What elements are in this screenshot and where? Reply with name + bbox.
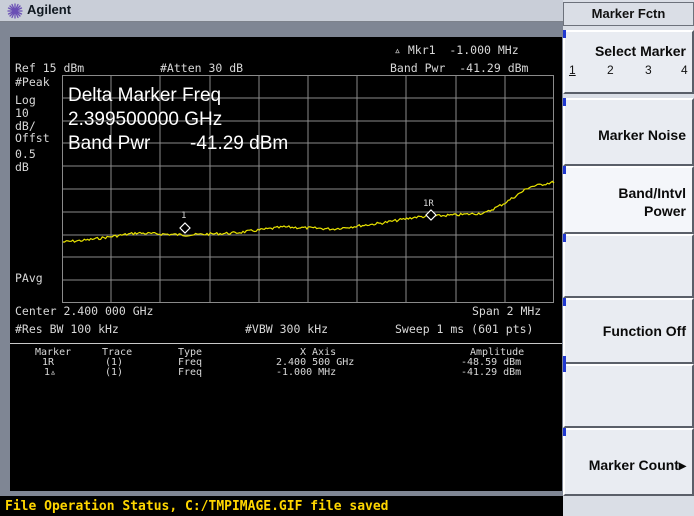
- table-row-1-marker: 1R: [42, 357, 55, 368]
- overlay-frequency: 2.399500000 GHz: [68, 109, 223, 130]
- scale-label-offset-unit: dB: [15, 160, 29, 174]
- agilent-spark-logo-icon: [7, 3, 23, 19]
- brand-name: Agilent: [27, 2, 72, 17]
- select-marker-option-3: 3: [645, 63, 652, 77]
- function-off-softkey[interactable]: Function Off: [563, 298, 694, 364]
- table-header-x-axis: X Axis: [300, 347, 337, 358]
- scale-label-unit: dB/: [15, 119, 36, 133]
- table-row-2-type: Freq: [178, 367, 203, 378]
- table-row-2-trace: (1): [105, 367, 124, 378]
- marker-1-label: 1: [181, 211, 187, 221]
- key-indicator: [563, 234, 566, 242]
- center-frequency-label: Center 2.400 000 GHz: [15, 304, 154, 318]
- table-row-2-amplitude: -41.29 dBm: [461, 367, 522, 378]
- res-bw-label: #Res BW 100 kHz: [15, 322, 119, 336]
- scale-label-offset-value: 0.5: [15, 147, 36, 161]
- key-indicator: [563, 356, 566, 364]
- blank-softkey-6[interactable]: [563, 364, 694, 428]
- attenuation-label: #Atten 30 dB: [160, 61, 244, 75]
- table-row-1-x-axis: 2.400 500 GHz: [276, 357, 355, 368]
- overlay-band-power-label: Band Pwr: [68, 133, 151, 154]
- band-intvl-power-label: Power: [643, 203, 686, 219]
- select-marker-option-4: 4: [681, 63, 688, 77]
- ref-level-label: Ref 15 dBm: [15, 61, 85, 75]
- band-intvl-power-softkey[interactable]: Band/Intvl Power: [563, 166, 694, 234]
- blank-softkey-4[interactable]: [563, 234, 694, 298]
- status-bar: File Operation Status, C:/TMPIMAGE.GIF f…: [0, 496, 563, 516]
- select-marker-option-2: 2: [607, 63, 614, 77]
- scale-label-peak: #Peak: [15, 75, 50, 89]
- softkey-menu: Marker Fctn Select Marker 1 2 3 4 Marker…: [563, 0, 694, 516]
- table-header-trace: Trace: [102, 347, 133, 358]
- title-bar: Agilent: [0, 0, 563, 22]
- select-marker-option-1: 1: [569, 63, 576, 77]
- table-header-amplitude: Amplitude: [470, 347, 525, 358]
- select-marker-softkey[interactable]: Select Marker 1 2 3 4: [563, 30, 694, 94]
- vbw-label: #VBW 300 kHz: [245, 322, 329, 336]
- table-row-2-marker: 1▵: [44, 367, 57, 378]
- key-indicator: [563, 30, 566, 38]
- overlay-title: Delta Marker Freq: [68, 85, 222, 106]
- status-message: File Operation Status, C:/TMPIMAGE.GIF f…: [5, 499, 389, 514]
- marker-noise-softkey[interactable]: Marker Noise: [563, 98, 694, 166]
- key-indicator: [563, 298, 566, 306]
- analyzer-display: Ref 15 dBm #Atten 30 dB ▵ Mkr1 -1.000 MH…: [10, 37, 562, 491]
- table-row-1-amplitude: -48.59 dBm: [461, 357, 522, 368]
- sweep-label: Sweep 1 ms (601 pts): [395, 322, 534, 336]
- graticule-grid: [62, 75, 554, 303]
- key-indicator: [563, 364, 566, 372]
- marker-1-diamond: [179, 222, 191, 234]
- table-row-2-x-axis: -1.000 MHz: [276, 367, 337, 378]
- marker-readout: ▵ Mkr1 -1.000 MHz: [394, 43, 519, 57]
- band-power-readout: Band Pwr -41.29 dBm: [390, 61, 529, 75]
- overlay-band-power-value: -41.29 dBm: [190, 133, 289, 154]
- scale-label-value: 10: [15, 106, 29, 120]
- scale-label-log: Log: [15, 93, 36, 107]
- spectrum-plot: [63, 180, 555, 243]
- function-off-label: Function Off: [602, 323, 686, 339]
- table-header-type: Type: [178, 347, 203, 358]
- key-indicator: [563, 166, 566, 174]
- marker-count-softkey[interactable]: Marker Count▸: [563, 428, 694, 496]
- key-indicator: [563, 98, 566, 106]
- table-row-1-type: Freq: [178, 357, 203, 368]
- span-label: Span 2 MHz: [472, 304, 542, 318]
- band-intvl-label: Band/Intvl: [618, 185, 686, 201]
- divider: [10, 343, 562, 344]
- select-marker-label: Select Marker: [594, 43, 686, 59]
- table-row-1-trace: (1): [105, 357, 124, 368]
- spectrum-trace: [63, 180, 555, 243]
- pavg-label: PAvg: [15, 271, 43, 285]
- key-indicator: [563, 428, 566, 436]
- marker-1r-diamond: [425, 209, 437, 221]
- marker-1r-label: 1R: [423, 199, 434, 209]
- scale-label-offst: Offst: [15, 131, 50, 145]
- marker-count-label: Marker Count▸: [588, 457, 686, 473]
- menu-title: Marker Fctn: [563, 2, 694, 26]
- table-header-marker: Marker: [35, 347, 72, 358]
- marker-noise-label: Marker Noise: [598, 127, 686, 143]
